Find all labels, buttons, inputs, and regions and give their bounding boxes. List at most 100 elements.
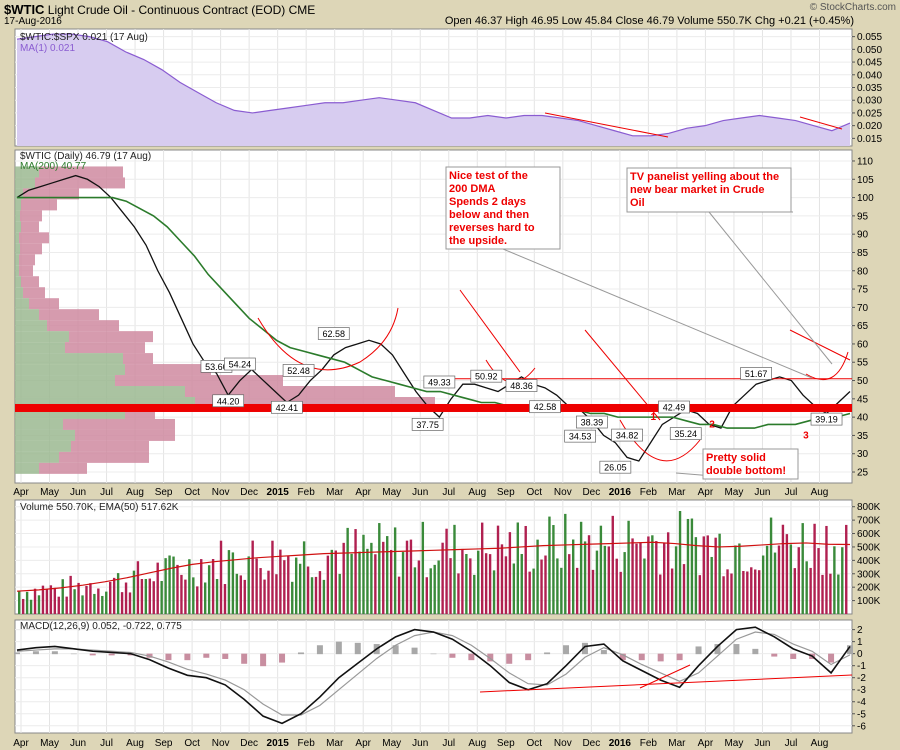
symbol-name: Light Crude Oil - Continuous Contract (E… — [47, 3, 286, 17]
volume-bar — [144, 578, 148, 614]
price-label: 44.20 — [212, 394, 245, 408]
volume-bar — [231, 552, 235, 614]
volume-bar — [453, 524, 456, 614]
price-label-text: 26.05 — [604, 463, 627, 473]
x-tick-label-top: Jun — [412, 487, 428, 498]
price-label: 42.41 — [270, 400, 303, 414]
volume-bar — [500, 544, 504, 614]
x-tick-label-bottom: Feb — [298, 738, 316, 749]
volume-bar — [370, 542, 373, 614]
y-tick-label-volume: 700K — [857, 516, 881, 527]
macd-histogram-bar — [108, 653, 115, 656]
volume-bar — [698, 575, 702, 614]
y-tick-label-price: 75 — [857, 285, 869, 296]
price-label: 50.92 — [470, 369, 503, 383]
price-label-box — [611, 428, 643, 442]
volume-bar — [223, 584, 227, 614]
volume-bar — [619, 571, 622, 614]
volume-bar — [469, 558, 472, 614]
price-label-text: 37.75 — [416, 420, 439, 430]
vbp-bar-green — [15, 199, 21, 211]
price-label-text: 50.92 — [475, 372, 498, 382]
volume-bar — [421, 521, 425, 614]
price-label-text: 42.41 — [276, 403, 299, 413]
x-tick-label-top: Jul — [100, 487, 113, 498]
price-label-box — [564, 429, 597, 443]
vbp-bar-green — [15, 364, 125, 376]
volume-bar — [441, 542, 444, 614]
vbp-bar-red — [39, 166, 123, 178]
macd-histogram-bar — [165, 653, 172, 661]
price-label-box — [810, 412, 843, 426]
volume-bar — [89, 583, 92, 614]
vbp-bar-red — [125, 407, 155, 419]
volume-bar — [211, 559, 215, 614]
y-tick-label-price: 55 — [857, 358, 869, 369]
vbp-bar-red — [21, 199, 57, 211]
volume-bar — [374, 554, 377, 614]
vbp-bar-red — [185, 386, 395, 398]
y-tick-label-price: 25 — [857, 468, 869, 479]
volume-bar — [492, 570, 496, 614]
x-tick-label-bottom: Aug — [811, 738, 829, 749]
volume-bar — [287, 556, 290, 614]
macd-histogram-bar — [657, 653, 664, 662]
volume-bar — [746, 571, 749, 614]
vbp-bar-red — [39, 462, 87, 474]
volume-bar — [207, 565, 211, 614]
price-label-text: 38.39 — [581, 418, 604, 428]
y-tick-label-ratio: 0.025 — [857, 108, 882, 119]
volume-bar — [805, 561, 808, 614]
volume-bar — [504, 556, 508, 614]
vbp-bar-red — [29, 298, 59, 310]
volume-bar — [595, 550, 599, 614]
volume-bar — [172, 556, 175, 614]
volume-bar — [160, 580, 163, 614]
x-tick-label-bottom: Aug — [126, 738, 144, 749]
volume-bar — [25, 591, 29, 614]
volume-bar — [457, 573, 460, 614]
ratio-area — [17, 34, 850, 146]
vbp-bar-green — [15, 386, 185, 398]
volume-bar — [583, 541, 587, 614]
macd-histogram-bar — [14, 652, 20, 655]
x-tick-label-bottom: Jul — [785, 738, 798, 749]
volume-bar — [754, 569, 757, 614]
macd-histogram-bar — [449, 653, 456, 658]
macd-histogram-bar — [847, 645, 853, 655]
y-tick-label-volume: 600K — [857, 529, 881, 540]
wave-label: 2 — [709, 419, 715, 430]
annotation-text: reverses hard to — [449, 222, 535, 234]
vbp-bar-red — [21, 221, 39, 233]
vbp-bar-red — [75, 429, 175, 441]
y-tick-label-volume: 300K — [857, 569, 881, 580]
volume-bar — [310, 577, 314, 614]
y-tick-label-price: 110 — [857, 156, 873, 167]
volume-bar — [298, 563, 302, 614]
volume-bar — [536, 539, 539, 614]
price-label: 51.67 — [740, 367, 772, 380]
volume-bar — [540, 559, 543, 614]
volume-bar — [773, 552, 777, 614]
volume-bar — [148, 578, 151, 614]
y-tick-label-price: 70 — [857, 303, 869, 314]
price-label-box — [470, 369, 503, 383]
wave-label: 3 — [803, 430, 809, 441]
vbp-bar-red — [23, 287, 45, 299]
price-label-box — [212, 394, 245, 408]
vbp-bar-red — [125, 364, 211, 376]
macd-legend: MACD(12,26,9) 0.052, -0.722, 0.775 — [20, 621, 182, 632]
macd-histogram-bar — [411, 647, 418, 655]
price-label-box — [224, 357, 256, 371]
macd-histogram-bar — [51, 651, 58, 655]
y-tick-label-price: 30 — [857, 449, 869, 460]
volume-bar — [393, 527, 397, 614]
vbp-bar-red — [19, 265, 33, 277]
volume-bar — [180, 574, 183, 614]
x-tick-label-top: Sep — [155, 487, 173, 498]
x-tick-label-top: Feb — [640, 487, 658, 498]
vbp-bar-red — [21, 276, 39, 288]
y-tick-label-price: 45 — [857, 394, 869, 405]
volume-bar — [405, 540, 409, 614]
